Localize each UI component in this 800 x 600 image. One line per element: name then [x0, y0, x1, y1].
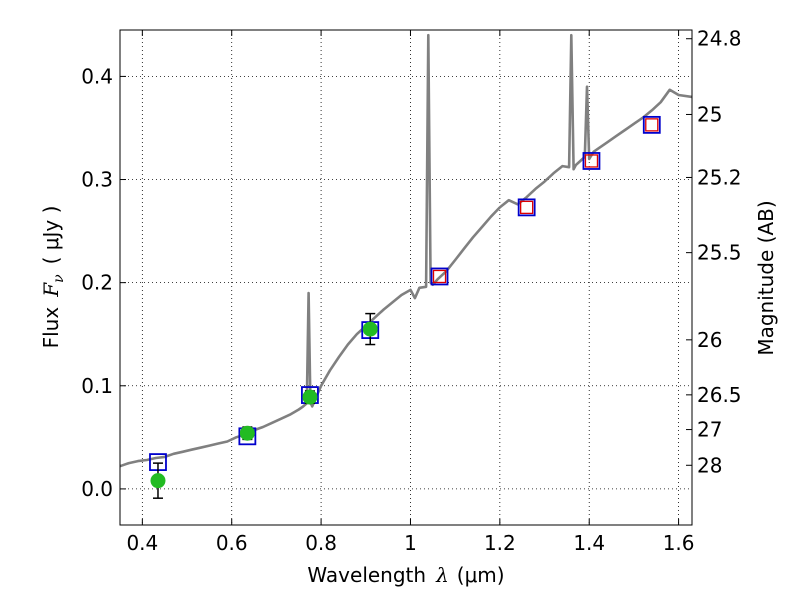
y-tick-label: 0.4 [81, 64, 113, 88]
x-tick-label: 1.2 [484, 531, 516, 555]
model-box-inner [584, 154, 599, 168]
observed-point [302, 389, 318, 405]
y2-tick-label: 25.2 [697, 165, 742, 189]
y-axis-ticks: 0.0 0.1 0.2 0.3 0.4 [81, 64, 126, 501]
y-axis-label-text: Flux [39, 307, 63, 349]
x-axis-label: Wavelength λ (μm) [307, 563, 504, 587]
observed-point [150, 473, 166, 489]
y-axis-label: Flux Fν ( μJy ) [39, 206, 67, 349]
model-box [642, 115, 661, 134]
observed-points [150, 312, 378, 499]
y2-tick-label: 26 [697, 328, 722, 352]
y-tick-label: 0.0 [81, 477, 113, 501]
y-axis-label-subscript: ν [51, 274, 67, 283]
observed-point [362, 321, 378, 337]
x-axis-ticks: 0.4 0.6 0.8 1 1.2 1.4 1.6 [126, 30, 695, 555]
x-tick-label: 0.8 [305, 531, 337, 555]
y2-tick-label: 28 [697, 453, 722, 477]
gridlines [120, 30, 692, 525]
x-tick-label: 1 [404, 531, 417, 555]
y2-tick-label: 25.5 [697, 241, 742, 265]
model-box [582, 152, 601, 170]
plot-frame [119, 29, 693, 526]
y2-tick-label: 27 [697, 418, 722, 442]
y-tick-label: 0.2 [81, 271, 113, 295]
y-axis-label-unit: ( μJy ) [39, 206, 63, 265]
y-axis-label-symbol: F [39, 282, 63, 298]
observed-point [239, 425, 255, 441]
spectrum-line [120, 33, 692, 468]
x-tick-label: 1.4 [573, 531, 605, 555]
y2-tick-label: 26.5 [697, 383, 742, 407]
y-tick-label: 0.3 [81, 168, 113, 192]
x-axis-label-text: Wavelength [307, 563, 426, 587]
x-tick-label: 1.6 [663, 531, 695, 555]
x-axis-label-unit: (μm) [457, 563, 505, 587]
spectrum-series [120, 33, 692, 468]
y2-axis-ticks: 24.8 25 25.2 25.5 26 26.5 27 28 [686, 27, 742, 477]
y-tick-label: 0.1 [81, 374, 113, 398]
y2-axis-label: Magnitude (AB) [754, 200, 778, 355]
y2-tick-label: 25 [697, 102, 722, 126]
x-tick-label: 0.4 [126, 531, 158, 555]
model-box [430, 267, 449, 286]
model-box-inner [520, 200, 534, 215]
x-axis-label-symbol: λ [435, 563, 449, 587]
x-tick-label: 0.6 [216, 531, 248, 555]
model-box-inner [645, 118, 659, 132]
model-box [517, 198, 536, 217]
model-box-inner [432, 269, 447, 284]
y2-tick-label: 24.8 [697, 27, 742, 51]
